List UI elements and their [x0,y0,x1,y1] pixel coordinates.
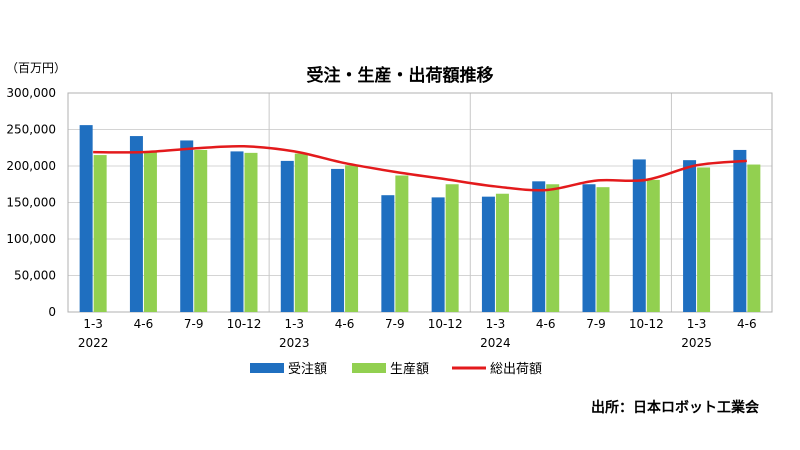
bar-production [93,155,107,312]
bar-orders [129,136,143,312]
grid-layer [67,92,773,313]
chart-title: 受注・生産・出荷額推移 [307,65,494,86]
y-tick-label: 150,000 [6,196,56,210]
x-tick-label: 1-3 [687,317,707,331]
x-tick-label: 4-6 [134,317,154,331]
y-tick-label: 0 [48,305,56,319]
y-tick-label: 250,000 [6,123,56,137]
x-tick-label: 7-9 [184,317,204,331]
bar-orders [683,160,697,312]
x-tick-label: 1-3 [486,317,506,331]
bar-production [244,152,258,312]
bar-orders [331,168,345,312]
y-tick-label: 300,000 [6,86,56,100]
x-tick-label: 1-3 [284,317,304,331]
legend-swatch [352,363,386,373]
y-tick-label: 200,000 [6,159,56,173]
source-note: 出所：日本ロボット工業会 [591,399,760,416]
bar-orders [582,184,596,312]
bar-orders [733,149,747,312]
bar-production [345,165,359,312]
x-tick-label: 1-3 [83,317,103,331]
bar-production [395,175,409,312]
bar-production [747,164,761,312]
bar-production [646,179,660,312]
bar-production [194,149,208,312]
bar-production [143,152,157,312]
bar-orders [481,196,495,312]
legend-label: 受注額 [288,362,327,377]
year-label: 2024 [480,336,511,350]
bar-production [445,184,459,312]
legend: 受注額 生産額 総出荷額 [250,361,542,377]
shipment-line [93,144,747,192]
axis-layer: 0 50,000 100,000 150,000 200,000 250,000 300,0… [6,86,756,350]
bar-orders [532,181,546,312]
legend-swatch [250,363,284,373]
bar-orders [180,140,194,312]
bar-production [495,193,509,312]
x-tick-label: 7-9 [586,317,606,331]
legend-label: 総出荷額 [490,362,542,377]
x-tick-label: 10-12 [428,317,463,331]
x-tick-label: 10-12 [227,317,262,331]
x-tick-label: 4-6 [335,317,355,331]
bar-production [596,187,610,312]
bar-orders [79,125,93,313]
bar-orders [431,197,445,312]
line-layer [93,144,747,192]
bar-production [697,167,711,312]
x-tick-label: 4-6 [737,317,757,331]
x-tick-label: 4-6 [536,317,556,331]
y-axis-unit-label: （百万円） [6,61,66,75]
y-tick-label: 50,000 [14,269,56,283]
x-tick-label: 7-9 [385,317,405,331]
plot-border [67,92,773,313]
bars-layer [79,125,761,313]
bar-production [546,184,560,312]
year-label: 2025 [681,336,712,350]
bar-orders [230,151,244,312]
y-tick-label: 100,000 [6,232,56,246]
bar-production [294,153,308,312]
bar-orders [381,195,395,312]
bar-orders [280,160,294,312]
x-tick-label: 10-12 [629,317,664,331]
legend-label: 生産額 [390,361,429,377]
bar-orders [632,159,646,312]
year-label: 2023 [279,336,310,350]
year-label: 2022 [78,336,109,350]
